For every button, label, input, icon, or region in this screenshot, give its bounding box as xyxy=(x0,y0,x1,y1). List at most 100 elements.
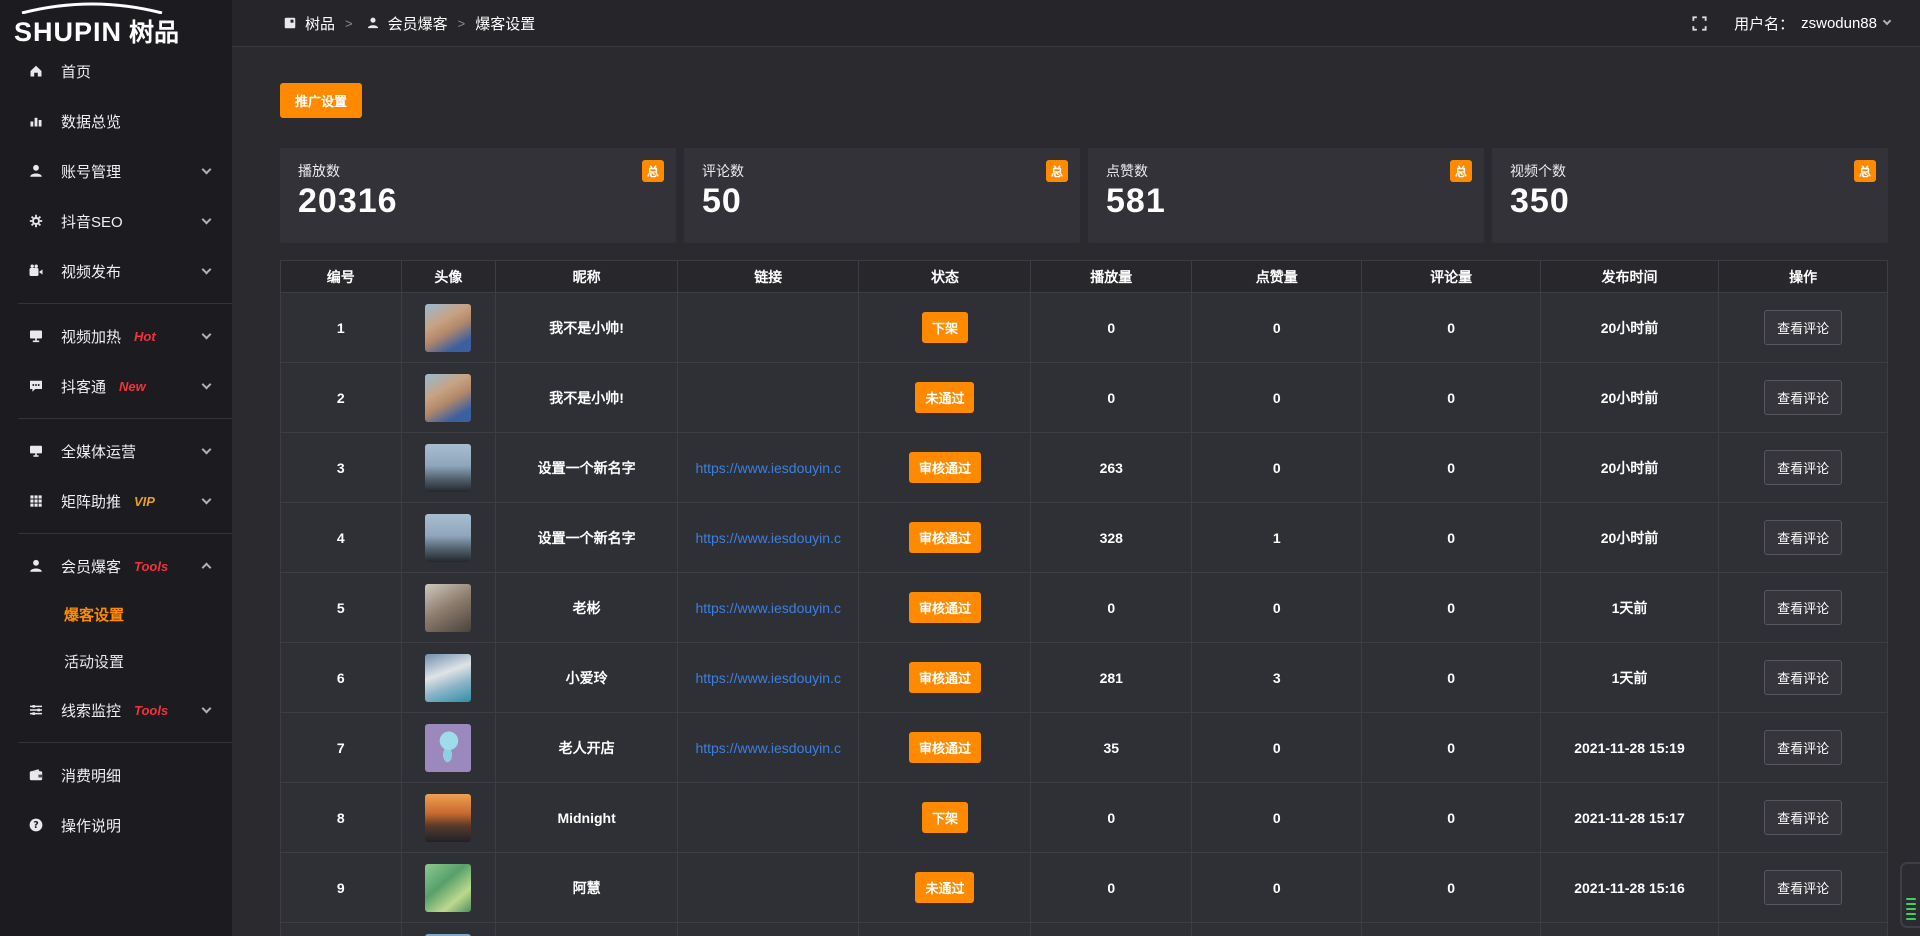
sidebar-item-badge: Tools xyxy=(134,702,169,718)
cell-comments: 0 xyxy=(1361,292,1541,363)
view-comments-button[interactable]: 查看评论 xyxy=(1764,590,1843,625)
cell-likes: 3 xyxy=(1191,642,1363,713)
promo-settings-button[interactable]: 推广设置 xyxy=(280,83,363,118)
cell-avatar xyxy=(400,712,497,783)
video-link[interactable]: https://www.iesdouyin.c xyxy=(695,529,841,546)
breadcrumb: 树品 > 会员爆客 > 爆客设置 xyxy=(280,13,535,34)
main-area: 树品 > 会员爆客 > 爆客设置 用户名： zswodun88 推广设置 播放数总 2031… xyxy=(232,0,1920,936)
home-icon xyxy=(26,63,46,79)
fullscreen-icon[interactable] xyxy=(1691,15,1708,32)
breadcrumb-item[interactable]: 树品 xyxy=(280,13,335,34)
cell-link: https://www.iesdouyin.c xyxy=(676,502,860,573)
cell-plays: 0 xyxy=(1030,782,1193,853)
sliders-icon xyxy=(26,702,46,718)
column-header: 状态 xyxy=(858,260,1032,293)
total-badge: 总 xyxy=(1854,160,1876,182)
cell-action: 查看评论 xyxy=(1718,502,1888,573)
status-badge: 未通过 xyxy=(915,872,975,903)
cell-avatar xyxy=(400,642,497,713)
stat-value: 350 xyxy=(1510,182,1570,220)
avatar xyxy=(425,373,472,422)
cell-link xyxy=(676,852,860,923)
user-menu[interactable]: 用户名： zswodun88 xyxy=(1734,13,1892,34)
avatar xyxy=(425,863,472,912)
videos-table: 编号 头像 昵称 链接 状态 播放量 点赞量 评论量 发布时间 操作 1 我不是小帅! 下架 0 0 0 20小… xyxy=(280,260,1888,936)
cell-status: 下架 xyxy=(858,292,1032,363)
cell-time: 2021-11-28 15:19 xyxy=(1539,712,1720,783)
cell-likes: 0 xyxy=(1191,432,1363,503)
stat-cards: 播放数 总 20316 评论数 总 50 点赞数 总 581 视频个数 总 350 xyxy=(280,148,1888,243)
cell-action: 查看评论 xyxy=(1718,432,1888,503)
cell-time: 20小时前 xyxy=(1539,502,1720,573)
cell-avatar xyxy=(400,292,497,363)
view-comments-button[interactable]: 查看评论 xyxy=(1764,730,1843,765)
sidebar-item-clue-monitor[interactable]: 线索监控 Tools xyxy=(0,685,232,735)
cell-time: 2021-11-28 15:17 xyxy=(1539,782,1720,853)
cell-time: 1天前 xyxy=(1539,642,1720,713)
sidebar-item-label: 数据总览 xyxy=(61,113,122,131)
cell-comments: 0 xyxy=(1361,852,1541,923)
breadcrumb-separator: > xyxy=(457,15,466,31)
sidebar-subitem-activity-settings[interactable]: 活动设置 xyxy=(64,654,125,671)
monitor-icon xyxy=(26,443,46,459)
screen-icon xyxy=(26,328,46,344)
cell-action: 查看评论 xyxy=(1718,642,1888,713)
member-icon xyxy=(26,558,46,574)
sidebar-item-label: 线索监控 xyxy=(61,702,122,720)
sidebar-item-data-overview[interactable]: 数据总览 xyxy=(0,96,232,146)
sidebar-item-video-publish[interactable]: 视频发布 xyxy=(0,246,232,296)
view-comments-button[interactable]: 查看评论 xyxy=(1764,310,1843,345)
sidebar-item-video-heat[interactable]: 视频加热 Hot xyxy=(0,311,232,361)
view-comments-button[interactable]: 查看评论 xyxy=(1764,450,1843,485)
avatar xyxy=(425,723,472,772)
breadcrumb-item[interactable]: 会员爆客 xyxy=(363,13,448,34)
cell-number: 4 xyxy=(280,502,402,573)
video-icon xyxy=(26,263,46,279)
sidebar-item-expense-detail[interactable]: 消费明细 xyxy=(0,750,232,800)
sidebar-item-matrix-boost[interactable]: 矩阵助推 VIP xyxy=(0,476,232,526)
cell-avatar xyxy=(400,502,497,573)
avatar xyxy=(425,933,472,936)
sidebar-item-member-baoke[interactable]: 会员爆客 Tools xyxy=(0,541,232,591)
cell-number: 1 xyxy=(280,292,402,363)
table-row: 8 Midnight 下架 0 0 0 2021-11-28 15:17 查看评论 xyxy=(280,782,1888,853)
sidebar-subitem-baoke-settings[interactable]: 爆客设置 xyxy=(64,607,125,624)
cell-nickname: 老彬 xyxy=(495,572,678,643)
stat-label: 视频个数 xyxy=(1510,163,1566,179)
cell-nickname: 设置一个新名字 xyxy=(495,432,678,503)
view-comments-button[interactable]: 查看评论 xyxy=(1764,520,1843,555)
sidebar-item-label: 视频加热 xyxy=(61,328,122,346)
cell-nickname xyxy=(495,922,678,936)
sidebar-item-home[interactable]: 首页 xyxy=(0,46,232,96)
cell-nickname: 我不是小帅! xyxy=(495,292,678,363)
content: 推广设置 播放数总 20316 评论数总 50 点赞数总 581 视频个数总 350 编号 头像… xyxy=(232,47,1920,936)
video-link[interactable]: https://www.iesdouyin.c xyxy=(695,599,841,616)
breadcrumb-item[interactable]: 爆客设置 xyxy=(475,13,535,34)
widget-bar xyxy=(1906,918,1916,920)
topbar: 树品 > 会员爆客 > 爆客设置 用户名： zswodun88 xyxy=(232,0,1920,47)
video-link[interactable]: https://www.iesdouyin.c xyxy=(695,739,841,756)
sidebar-item-account-manage[interactable]: 账号管理 xyxy=(0,146,232,196)
sidebar-item-douyin-seo[interactable]: 抖音SEO xyxy=(0,196,232,246)
video-link[interactable]: https://www.iesdouyin.c xyxy=(695,669,841,686)
cell-likes: 0 xyxy=(1191,362,1363,433)
logo[interactable]: SHUPIN 树品 xyxy=(0,0,232,46)
sidebar-item-operation-guide[interactable]: ? 操作说明 xyxy=(0,800,232,850)
view-comments-button[interactable]: 查看评论 xyxy=(1764,380,1843,415)
sidebar-item-label: 全媒体运营 xyxy=(61,443,137,461)
view-comments-button[interactable]: 查看评论 xyxy=(1764,660,1843,695)
cell-status: 下架 xyxy=(858,782,1032,853)
view-comments-button[interactable]: 查看评论 xyxy=(1764,870,1843,905)
cell-action: 查看评论 xyxy=(1718,852,1888,923)
view-comments-button[interactable]: 查看评论 xyxy=(1764,800,1843,835)
wallet-icon xyxy=(26,767,46,783)
sidebar-item-douketong[interactable]: 抖客通 New xyxy=(0,361,232,411)
sidebar-item-media-operation[interactable]: 全媒体运营 xyxy=(0,426,232,476)
side-widget[interactable] xyxy=(1900,862,1920,928)
breadcrumb-separator: > xyxy=(345,15,353,31)
video-link[interactable]: https://www.iesdouyin.c xyxy=(695,459,841,476)
cell-avatar xyxy=(400,362,497,433)
chevron-down-icon xyxy=(201,264,212,275)
status-badge: 审核通过 xyxy=(908,592,981,623)
table-row: 3 设置一个新名字 https://www.iesdouyin.c 审核通过 263 0 0… xyxy=(280,432,1888,503)
